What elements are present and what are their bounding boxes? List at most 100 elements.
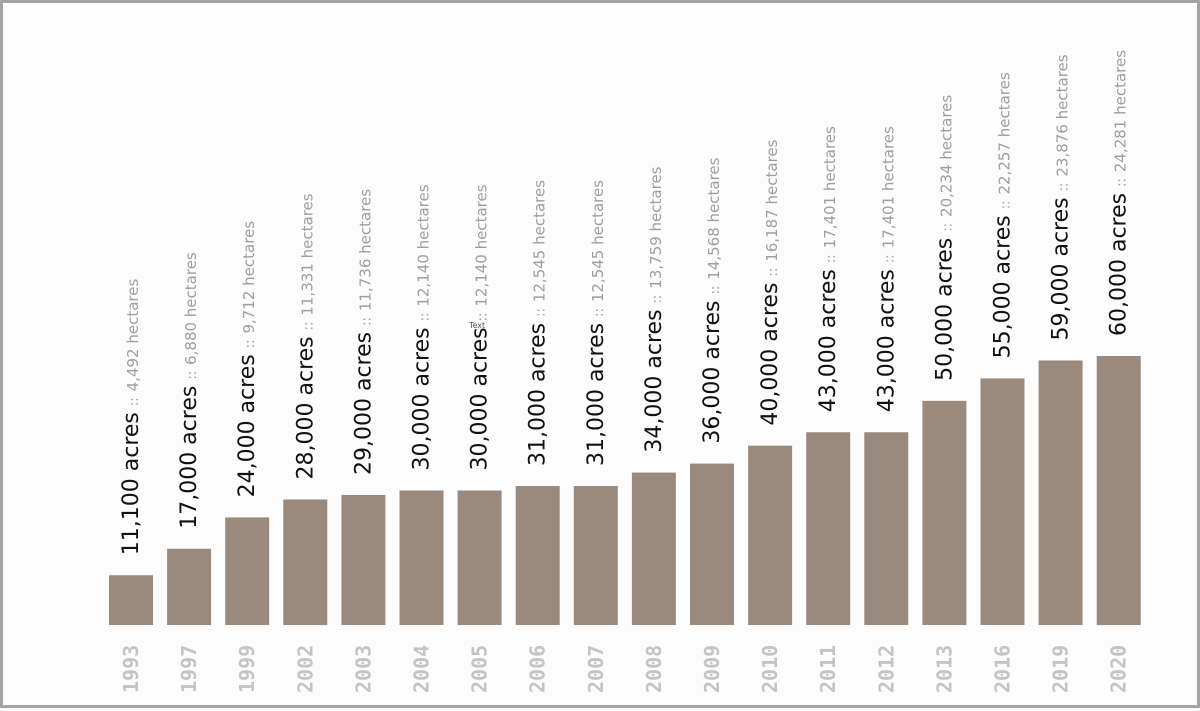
acres-label: 60,000 acres (1107, 193, 1132, 336)
bar-2019 (1038, 360, 1083, 625)
value-label-2011: 43,000 acres::17,401 hectares (816, 126, 841, 412)
value-label-2020: 60,000 acres::24,281 hectares (1107, 50, 1132, 336)
year-label-1993: 1993 (119, 645, 143, 693)
year-label-2005: 2005 (468, 645, 492, 693)
separator-label: :: (534, 308, 549, 317)
separator-label: :: (650, 295, 665, 304)
hectares-label: 11,736 hectares (356, 189, 374, 311)
bars-group (109, 356, 1141, 625)
separator-label: :: (1115, 178, 1130, 187)
hectares-label: 11,331 hectares (298, 193, 316, 315)
bar-2012 (864, 432, 909, 625)
year-labels-group: 1993 1997 1999 2002 2003 2004 2005 2006 2007 2008… (119, 645, 1131, 693)
year-label-2013: 2013 (932, 645, 956, 693)
hectares-label: 17,401 hectares (821, 126, 839, 248)
hectares-label: 4,492 hectares (124, 279, 142, 392)
separator-label: :: (824, 254, 839, 263)
separator-label: :: (418, 313, 433, 322)
value-label-2002: 28,000 acres::11,331 hectares (293, 193, 318, 479)
value-label-2005: 30,000 acres::12,140 hectares (468, 184, 493, 470)
separator-label: :: (359, 317, 374, 326)
acres-label: 29,000 acres (351, 332, 376, 475)
year-label-2016: 2016 (991, 645, 1015, 693)
bar-2013 (922, 400, 967, 625)
hectares-label: 12,140 hectares (415, 184, 433, 306)
acres-label: 59,000 acres (1049, 197, 1074, 340)
bar-1993 (109, 575, 153, 625)
acres-label: 43,000 acres (874, 269, 899, 412)
year-label-2020: 2020 (1107, 645, 1131, 693)
acres-label: 28,000 acres (293, 336, 318, 479)
year-label-1997: 1997 (177, 645, 201, 693)
hectares-label: 14,568 hectares (705, 157, 723, 279)
separator-label: :: (301, 322, 316, 331)
acres-label: 34,000 acres (642, 309, 667, 452)
bar-1999 (225, 517, 270, 625)
separator-label: :: (185, 371, 200, 380)
value-label-1999: 24,000 acres::9,712 hectares (235, 221, 260, 498)
separator-label: :: (940, 223, 955, 232)
value-label-2009: 36,000 acres::14,568 hectares (700, 157, 725, 443)
value-label-2010: 40,000 acres::16,187 hectares (758, 139, 783, 425)
acres-label: 17,000 acres (177, 386, 202, 529)
year-label-2012: 2012 (874, 645, 898, 693)
value-label-2012: 43,000 acres::17,401 hectares (874, 126, 899, 412)
hectares-label: 23,876 hectares (1054, 54, 1072, 176)
bar-2004 (399, 490, 444, 625)
acres-label: 40,000 acres (758, 283, 783, 426)
value-label-2019: 59,000 acres::23,876 hectares (1049, 54, 1074, 340)
separator-label: :: (476, 313, 491, 322)
separator-label: :: (999, 201, 1014, 210)
hectares-label: 22,257 hectares (996, 72, 1014, 194)
bar-2002 (283, 499, 328, 625)
value-label-1997: 17,000 acres::6,880 hectares (177, 252, 202, 529)
year-label-2007: 2007 (584, 645, 608, 693)
bar-2006 (515, 486, 560, 625)
acres-label: 11,100 acres (119, 412, 144, 555)
value-label-2004: 30,000 acres::12,140 hectares (410, 184, 435, 470)
bar-2016 (980, 378, 1025, 625)
bar-1997 (167, 548, 212, 625)
separator-label: :: (592, 308, 607, 317)
hectares-label: 13,759 hectares (647, 166, 665, 288)
bar-2008 (631, 472, 676, 625)
hectares-label: 17,401 hectares (879, 126, 897, 248)
value-label-2003: 29,000 acres::11,736 hectares (351, 189, 376, 475)
value-label-2007: 31,000 acres::12,545 hectares (584, 180, 609, 466)
hectares-label: 12,545 hectares (589, 180, 607, 302)
year-label-2010: 2010 (758, 645, 782, 693)
bar-2009 (690, 463, 734, 625)
bar-2003 (341, 494, 386, 625)
value-label-2013: 50,000 acres::20,234 hectares (932, 95, 957, 381)
acres-label: 43,000 acres (816, 269, 841, 412)
year-label-2008: 2008 (642, 645, 666, 693)
year-label-2006: 2006 (526, 645, 550, 693)
value-label-1993: 11,100 acres::4,492 hectares (119, 279, 144, 556)
acres-label: 36,000 acres (700, 300, 725, 443)
separator-label: :: (708, 286, 723, 295)
separator-label: :: (882, 254, 897, 263)
hectares-label: 9,712 hectares (240, 221, 258, 334)
acres-label: 31,000 acres (526, 323, 551, 466)
hectares-label: 20,234 hectares (937, 95, 955, 217)
year-label-2011: 2011 (816, 645, 840, 693)
bar-2011 (806, 432, 851, 625)
value-label-2008: 34,000 acres::13,759 hectares (642, 166, 667, 452)
separator-label: :: (1057, 183, 1072, 192)
year-label-2003: 2003 (351, 645, 375, 693)
bar-2010 (748, 445, 793, 625)
acres-label: 55,000 acres (991, 215, 1016, 358)
separator-label: :: (127, 397, 142, 406)
acres-label: 30,000 acres (468, 327, 493, 470)
value-label-2016: 55,000 acres::22,257 hectares (991, 72, 1016, 358)
bar-2007 (573, 486, 618, 625)
acres-label: 30,000 acres (410, 327, 435, 470)
year-label-2004: 2004 (410, 645, 434, 693)
acres-label: 24,000 acres (235, 354, 260, 497)
hectares-label: 24,281 hectares (1112, 50, 1130, 172)
hectares-label: 16,187 hectares (763, 139, 781, 261)
hectares-label: 6,880 hectares (182, 252, 200, 365)
